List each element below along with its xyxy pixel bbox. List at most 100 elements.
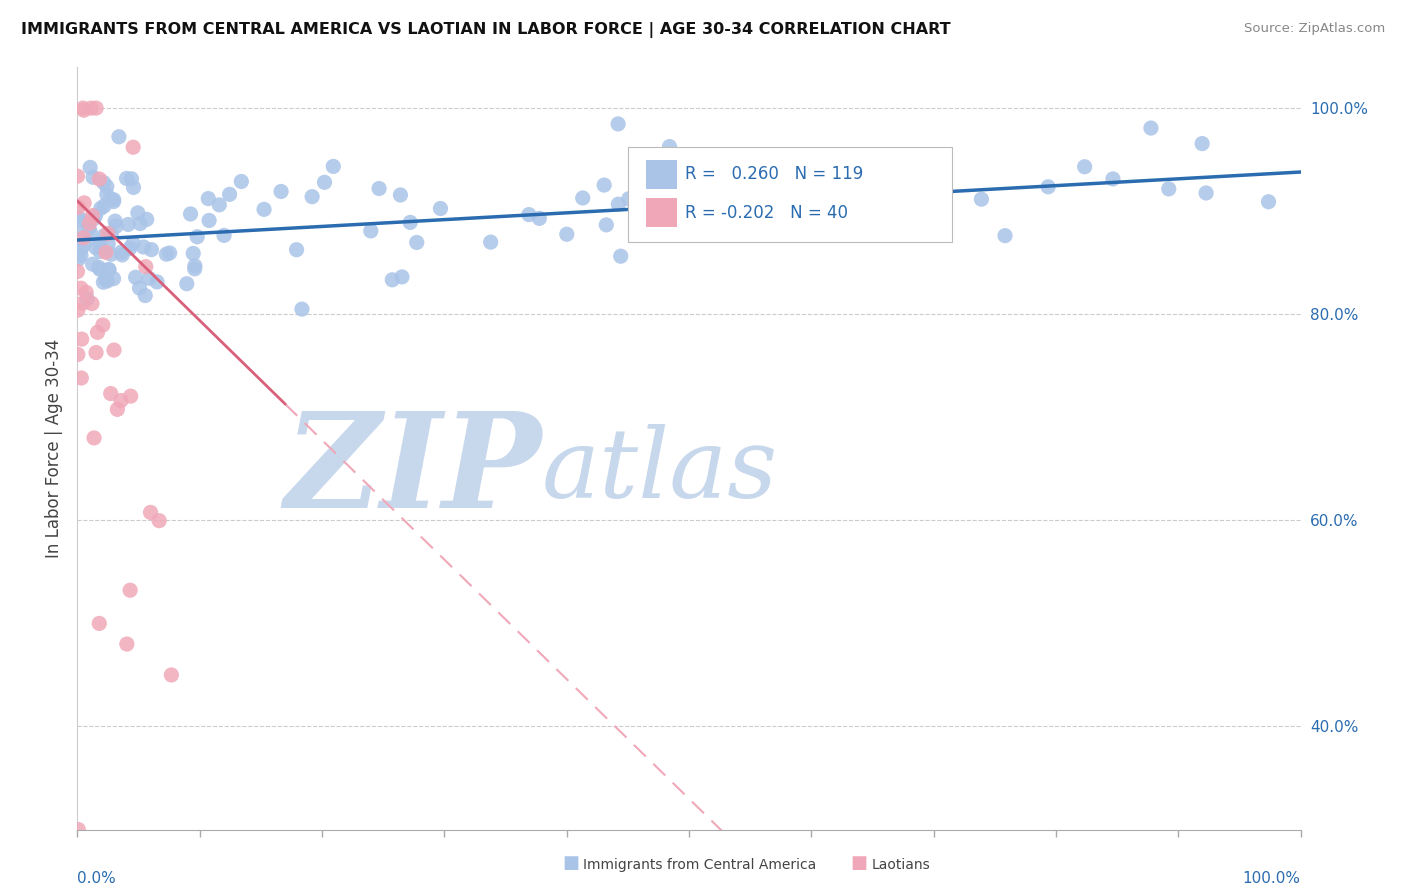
Point [180,207,202,221]
Point [368,181,391,195]
Point [198,213,221,227]
Point [183,261,205,276]
Point [389,188,412,202]
Text: 100.0%: 100.0% [1243,871,1301,886]
Point [285,243,308,257]
Point [98,262,121,277]
Point [93,275,115,289]
Point [97,262,120,277]
Point [115,171,138,186]
Point [270,185,292,199]
Point [1102,172,1125,186]
Point [148,514,170,528]
Point [181,246,204,260]
Point [146,275,169,289]
Point [66,264,89,278]
Point [77,219,100,233]
Point [70,243,93,257]
Point [1036,179,1059,194]
Point [555,227,578,242]
Point [118,241,141,255]
Point [301,190,323,204]
Point [100,386,122,401]
Point [72,101,94,115]
Point [666,163,689,178]
FancyBboxPatch shape [647,160,676,189]
Point [291,302,314,317]
Point [593,178,616,192]
Point [1191,136,1213,151]
Point [155,247,177,261]
Point [103,271,125,285]
Point [769,150,792,164]
Point [111,248,134,262]
Point [120,389,142,403]
Point [128,281,150,295]
Point [73,237,96,252]
Point [93,228,115,243]
Point [208,198,231,212]
Point [82,209,104,223]
Point [79,216,101,230]
Point [105,219,128,234]
Point [636,178,658,193]
Y-axis label: In Labor Force | Age 30-34: In Labor Force | Age 30-34 [45,339,63,558]
Point [120,583,142,598]
Point [97,227,120,241]
Point [176,277,198,291]
Point [218,187,240,202]
Point [1195,186,1218,200]
Point [124,270,146,285]
Point [66,303,89,318]
Point [186,229,208,244]
Point [70,225,93,239]
Point [129,217,152,231]
Point [122,236,145,251]
Point [607,197,630,211]
FancyBboxPatch shape [628,147,952,243]
Point [66,169,89,183]
Point [120,171,142,186]
Point [122,140,145,154]
Point [94,272,117,286]
Point [70,248,93,262]
Point [83,431,105,445]
Point [84,345,107,359]
Point [110,393,132,408]
Point [595,218,617,232]
Point [67,822,90,837]
Point [479,235,502,249]
Point [80,296,103,310]
Point [134,288,156,302]
Point [360,224,382,238]
Point [197,192,219,206]
Point [84,241,107,255]
Point [141,243,163,257]
Point [1157,182,1180,196]
Point [132,240,155,254]
Point [610,249,633,263]
Point [1257,194,1279,209]
Point [399,215,422,229]
Text: atlas: atlas [543,424,779,518]
Point [115,637,138,651]
Point [617,192,640,206]
Point [89,235,111,250]
Point [72,296,94,310]
Point [104,214,127,228]
Text: Source: ZipAtlas.com: Source: ZipAtlas.com [1244,22,1385,36]
Point [866,173,889,187]
Point [84,209,107,223]
Point [89,616,111,631]
Point [658,139,681,153]
Point [89,172,111,186]
Point [139,505,162,519]
Point [69,212,91,227]
Point [76,292,98,306]
Point [970,192,993,206]
Point [82,257,104,271]
Point [86,326,108,340]
Point [96,274,118,288]
Point [89,244,111,259]
Point [105,402,128,417]
